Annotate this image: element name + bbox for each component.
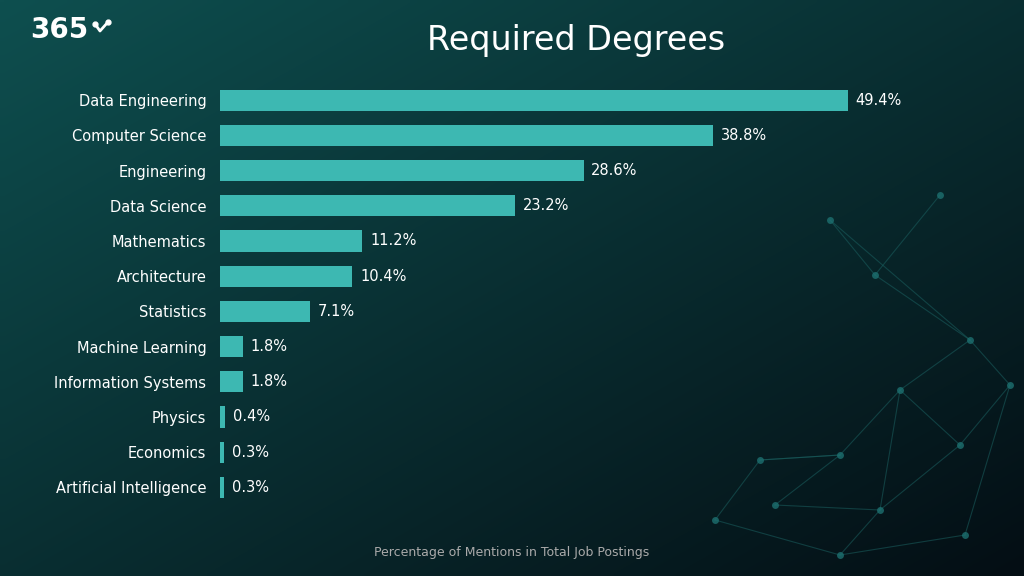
Text: 7.1%: 7.1% xyxy=(318,304,355,319)
Bar xyxy=(220,371,243,392)
Bar xyxy=(220,230,362,252)
Text: Percentage of Mentions in Total Job Postings: Percentage of Mentions in Total Job Post… xyxy=(375,545,649,559)
Text: 10.4%: 10.4% xyxy=(360,268,407,283)
Bar xyxy=(220,407,225,427)
Text: 0.3%: 0.3% xyxy=(231,480,268,495)
Text: 365: 365 xyxy=(30,16,88,44)
Text: 0.4%: 0.4% xyxy=(232,410,270,425)
Bar xyxy=(220,195,515,217)
Title: Required Degrees: Required Degrees xyxy=(427,24,725,56)
Bar xyxy=(220,125,714,146)
Bar xyxy=(220,266,352,287)
Bar xyxy=(220,160,584,181)
Bar xyxy=(220,442,224,463)
Text: 1.8%: 1.8% xyxy=(251,374,288,389)
Text: 1.8%: 1.8% xyxy=(251,339,288,354)
Text: 38.8%: 38.8% xyxy=(721,128,767,143)
Text: 23.2%: 23.2% xyxy=(522,198,569,213)
Bar xyxy=(220,477,224,498)
Text: 0.3%: 0.3% xyxy=(231,445,268,460)
Text: 28.6%: 28.6% xyxy=(591,163,638,178)
Text: 11.2%: 11.2% xyxy=(370,233,417,248)
Text: 49.4%: 49.4% xyxy=(856,93,902,108)
Bar xyxy=(220,336,243,357)
Bar xyxy=(220,301,310,322)
Bar xyxy=(220,89,848,111)
